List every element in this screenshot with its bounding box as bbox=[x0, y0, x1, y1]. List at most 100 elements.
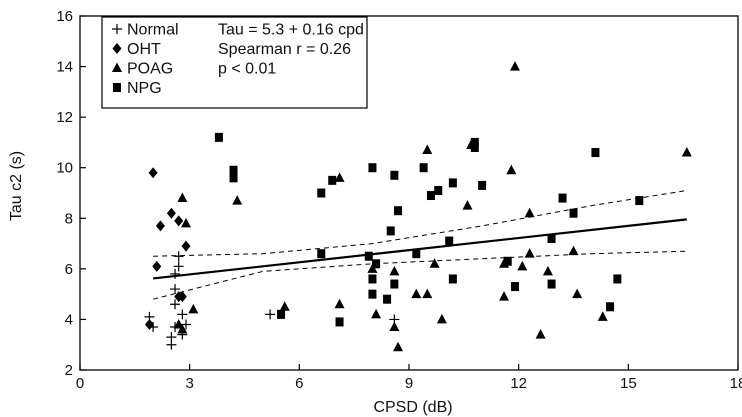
npg-point bbox=[386, 226, 395, 236]
oht-point bbox=[152, 260, 162, 272]
oht-point bbox=[177, 291, 187, 303]
y-tick-label: 4 bbox=[65, 311, 73, 328]
normal-point bbox=[265, 309, 276, 320]
poag-point bbox=[334, 298, 345, 309]
poag-point bbox=[371, 308, 382, 319]
legend-label-poag: POAG bbox=[127, 61, 173, 78]
x-tick-label: 6 bbox=[295, 375, 303, 392]
poag-point bbox=[181, 217, 192, 228]
npg-point bbox=[613, 274, 622, 284]
npg-point bbox=[558, 193, 567, 203]
annotation-text: Spearman r = 0.26 bbox=[218, 41, 351, 58]
normal-point bbox=[166, 332, 177, 343]
poag-point bbox=[177, 192, 188, 203]
poag-point bbox=[422, 144, 433, 155]
annotation-text: Tau = 5.3 + 0.16 cpd bbox=[218, 22, 364, 39]
npg-point bbox=[547, 279, 556, 289]
normal-point bbox=[170, 299, 181, 310]
axis-ticks: 0 3 6 9 12 15 18 2 4 6 8 10 12 14 16 bbox=[56, 8, 742, 392]
poag-point bbox=[232, 195, 243, 205]
normal-point bbox=[173, 251, 184, 262]
npg-point bbox=[445, 236, 454, 246]
oht-point bbox=[174, 215, 184, 227]
poag-point bbox=[429, 258, 440, 268]
legend: Normal OHT POAG NPG Tau = 5.3 + 0.16 cpd Spea… bbox=[101, 16, 368, 109]
poag-point bbox=[524, 248, 535, 258]
poag-point bbox=[393, 341, 404, 352]
poag-point bbox=[542, 265, 553, 276]
poag-point bbox=[568, 245, 579, 256]
y-tick-label: 10 bbox=[56, 160, 73, 177]
npg-point bbox=[390, 279, 399, 289]
poag-point bbox=[510, 61, 521, 71]
poag-point bbox=[517, 260, 528, 271]
legend-label-normal: Normal bbox=[127, 22, 179, 39]
poag-point bbox=[188, 303, 199, 314]
oht-point bbox=[144, 318, 154, 330]
x-tick-label: 15 bbox=[620, 375, 637, 392]
npg-point bbox=[470, 137, 479, 147]
normal-point bbox=[170, 284, 181, 295]
y-tick-label: 6 bbox=[65, 261, 73, 278]
y-tick-label: 16 bbox=[56, 8, 73, 25]
poag-point bbox=[173, 318, 184, 329]
poag-point bbox=[422, 288, 433, 299]
y-tick-label: 12 bbox=[56, 109, 73, 126]
npg-point bbox=[426, 191, 435, 201]
x-tick-label: 18 bbox=[730, 375, 742, 392]
y-tick-label: 8 bbox=[65, 210, 73, 227]
poag-point bbox=[524, 207, 535, 218]
poag-point bbox=[411, 288, 422, 299]
npg-point bbox=[383, 294, 392, 304]
legend-label-oht: OHT bbox=[127, 41, 161, 58]
poag-point bbox=[279, 301, 290, 311]
x-tick-label: 3 bbox=[185, 375, 193, 392]
x-axis-title: CPSD (dB) bbox=[373, 399, 452, 416]
npg-point bbox=[470, 142, 479, 152]
npg-legend-marker bbox=[113, 83, 121, 92]
oht-point bbox=[181, 240, 191, 252]
normal-point bbox=[177, 309, 188, 320]
data-points bbox=[144, 61, 692, 352]
npg-point bbox=[372, 259, 381, 269]
annotation-text: p < 0.01 bbox=[218, 61, 276, 78]
lower-confidence-line bbox=[152, 250, 687, 300]
poag-point bbox=[334, 172, 345, 182]
poag-point bbox=[506, 164, 517, 175]
npg-point bbox=[606, 302, 615, 312]
npg-point bbox=[448, 178, 457, 188]
npg-point bbox=[364, 251, 373, 261]
normal-point bbox=[173, 261, 184, 272]
regression-line-group bbox=[152, 218, 687, 280]
poag-point bbox=[597, 311, 608, 321]
poag-point bbox=[681, 147, 692, 157]
npg-point bbox=[335, 317, 344, 327]
poag-point bbox=[462, 200, 473, 210]
poag-legend-marker bbox=[112, 62, 122, 72]
npg-point bbox=[368, 274, 377, 284]
npg-point bbox=[478, 180, 487, 190]
legend-label-npg: NPG bbox=[127, 80, 162, 97]
npg-point bbox=[368, 163, 377, 173]
npg-point bbox=[412, 249, 421, 259]
npg-point bbox=[635, 196, 644, 206]
upper-confidence-line bbox=[153, 190, 687, 257]
npg-point bbox=[434, 185, 443, 195]
npg-point bbox=[328, 175, 337, 185]
poag-point bbox=[499, 291, 510, 301]
oht-legend-marker bbox=[112, 43, 122, 54]
oht-point bbox=[148, 167, 158, 179]
npg-point bbox=[229, 173, 238, 183]
poag-point bbox=[389, 321, 400, 332]
npg-point bbox=[419, 163, 428, 173]
npg-point bbox=[394, 206, 403, 216]
y-axis-title: Tau c2 (s) bbox=[8, 151, 25, 221]
regression-line bbox=[152, 218, 687, 280]
npg-point bbox=[317, 188, 326, 198]
npg-point bbox=[569, 208, 578, 218]
npg-point bbox=[503, 256, 512, 266]
npg-point bbox=[317, 249, 326, 259]
poag-point bbox=[389, 265, 400, 276]
npg-point bbox=[591, 148, 600, 158]
